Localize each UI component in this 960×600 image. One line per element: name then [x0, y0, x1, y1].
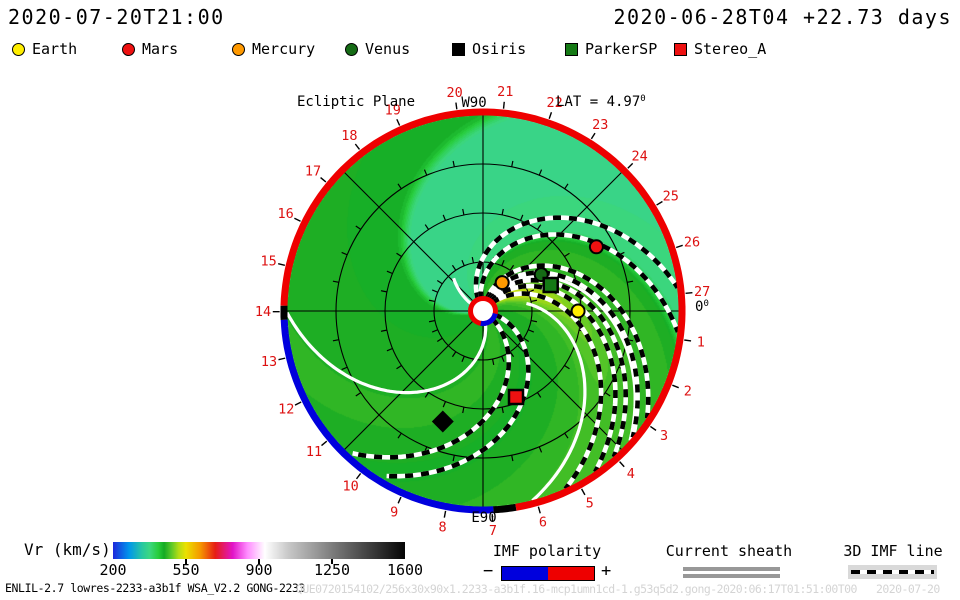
colorbar-tick-label-550: 550	[172, 561, 200, 579]
day-label-26: 26	[684, 234, 700, 250]
day-tick-21	[502, 101, 505, 109]
day-label-14: 14	[255, 304, 271, 320]
imf-polarity-positive-swatch	[548, 567, 594, 580]
stereo_a-legend-label: Stereo_A	[694, 40, 767, 58]
run-date-value: 2020-07-20	[876, 582, 940, 596]
current-model-datetime: 2020-07-20T21:00	[8, 5, 225, 29]
imf-polarity-plus: +	[601, 561, 612, 581]
day-label-6: 6	[539, 515, 547, 531]
vr-colorbar	[113, 542, 405, 559]
colorbar-tick-mark-1250	[331, 559, 333, 564]
imf-polarity-minus: −	[483, 561, 494, 581]
imf-line-3d-title: 3D IMF line	[843, 542, 943, 560]
axis-label-e90: E90	[471, 510, 497, 526]
stereo_a-marker-swatch	[674, 42, 687, 56]
day-tick-27	[685, 291, 693, 294]
legend-item-parkersp: ParkerSP	[565, 40, 657, 58]
mercury-marker-swatch	[232, 42, 245, 56]
imf-polarity-negative-swatch	[502, 567, 548, 580]
imf-line-3d-dash	[851, 570, 934, 574]
day-label-2: 2	[684, 383, 692, 399]
legend-item-stereo_a: Stereo_A	[674, 40, 766, 58]
current-sheath-title: Current sheath	[665, 542, 793, 560]
colorbar-tick-label-200: 200	[99, 561, 127, 579]
latitude-label: LAT = 4.970	[556, 94, 646, 110]
legend-item-osiris: Osiris	[452, 40, 526, 58]
legend-item-earth: Earth	[12, 40, 77, 58]
earth-legend-label: Earth	[32, 40, 78, 58]
imf-polarity-bar	[501, 566, 595, 581]
degree-superscript: 0	[640, 94, 646, 104]
legend-item-mercury: Mercury	[232, 40, 315, 58]
zero-longitude-value: 0	[695, 299, 704, 315]
day-label-13: 13	[261, 354, 277, 370]
latitude-value: LAT = 4.97	[556, 94, 641, 110]
day-label-15: 15	[260, 254, 276, 270]
vr-speed-field-canvas	[283, 111, 683, 511]
colorbar-tick-mark-550	[185, 559, 187, 564]
day-tick-8	[443, 510, 447, 518]
run-date-gap	[857, 582, 876, 596]
parkersp-legend-label: ParkerSP	[585, 40, 658, 58]
start-datetime-offset: 2020-06-28T04 +22.73 days	[613, 5, 952, 29]
axis-label-w90: W90	[461, 95, 487, 111]
current-sheath-swatch-bottom	[683, 574, 780, 578]
colorbar-title: Vr (km/s)	[24, 540, 111, 559]
run-id-value: QUE0720154102/256x30x90x1.2233-a3b1f.16-…	[296, 582, 857, 596]
degree-superscript-2: 0	[703, 299, 709, 309]
colorbar-tick-label-1600: 1600	[386, 561, 424, 579]
colorbar-tick-label-900: 900	[245, 561, 273, 579]
imf-line-3d-swatch	[848, 565, 937, 579]
earth-marker-swatch	[12, 42, 25, 56]
mars-marker-swatch	[122, 42, 135, 56]
parkersp-marker-swatch	[565, 42, 578, 56]
run-id-text: QUE0720154102/256x30x90x1.2233-a3b1f.16-…	[296, 582, 940, 596]
day-label-20: 20	[447, 85, 463, 101]
day-label-1: 1	[697, 334, 705, 350]
day-label-27: 27	[694, 284, 710, 300]
plot-title: Ecliptic Plane	[296, 94, 416, 110]
day-label-8: 8	[438, 519, 446, 535]
osiris-marker-swatch	[452, 42, 465, 56]
osiris-legend-label: Osiris	[472, 40, 527, 58]
day-tick-1	[684, 339, 692, 342]
day-label-21: 21	[497, 84, 513, 100]
venus-legend-label: Venus	[365, 40, 411, 58]
venus-marker-swatch	[345, 42, 358, 56]
legend-item-venus: Venus	[345, 40, 410, 58]
imf-polarity-title: IMF polarity	[492, 542, 602, 560]
mercury-legend-label: Mercury	[252, 40, 316, 58]
current-sheath-swatch-top	[683, 567, 780, 571]
mars-legend-label: Mars	[142, 40, 179, 58]
day-tick-20	[455, 102, 458, 110]
model-version-text: ENLIL-2.7 lowres-2233-a3b1f WSA_V2.2 GON…	[5, 581, 306, 595]
axis-label-0deg: 00	[695, 299, 709, 315]
colorbar-tick-mark-900	[258, 559, 260, 564]
colorbar-tick-label-1250: 1250	[313, 561, 351, 579]
legend-item-mars: Mars	[122, 40, 178, 58]
